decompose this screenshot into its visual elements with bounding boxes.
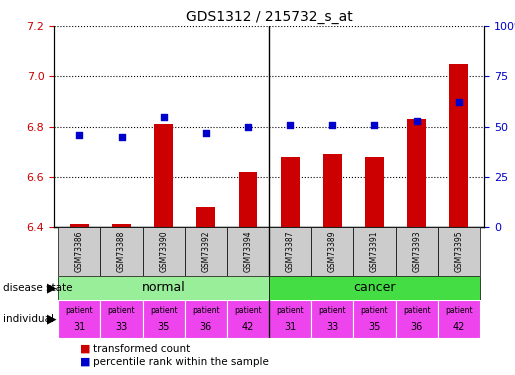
Text: ■: ■ xyxy=(80,344,90,354)
FancyBboxPatch shape xyxy=(269,300,311,338)
Text: patient: patient xyxy=(360,306,388,315)
Text: 33: 33 xyxy=(115,322,128,332)
Text: cancer: cancer xyxy=(353,281,396,294)
Text: 35: 35 xyxy=(368,322,381,332)
Text: transformed count: transformed count xyxy=(93,344,190,354)
Text: ▶: ▶ xyxy=(47,312,57,325)
FancyBboxPatch shape xyxy=(396,227,438,276)
Point xyxy=(117,134,126,140)
Text: patient: patient xyxy=(277,306,304,315)
Bar xyxy=(323,154,342,227)
Text: patient: patient xyxy=(445,306,473,315)
Text: GSM73388: GSM73388 xyxy=(117,231,126,272)
FancyBboxPatch shape xyxy=(438,227,480,276)
Text: GSM73392: GSM73392 xyxy=(201,231,210,272)
Text: GSM73395: GSM73395 xyxy=(454,230,464,272)
Text: 31: 31 xyxy=(284,322,296,332)
FancyBboxPatch shape xyxy=(143,227,185,276)
FancyBboxPatch shape xyxy=(353,300,396,338)
Bar xyxy=(449,64,468,227)
Text: GSM73390: GSM73390 xyxy=(159,230,168,272)
Text: 33: 33 xyxy=(326,322,338,332)
Text: GSM73393: GSM73393 xyxy=(412,230,421,272)
Text: GSM73387: GSM73387 xyxy=(286,231,295,272)
Text: disease state: disease state xyxy=(3,283,72,293)
Point xyxy=(286,122,294,128)
Text: 42: 42 xyxy=(453,322,465,332)
FancyBboxPatch shape xyxy=(143,300,185,338)
FancyBboxPatch shape xyxy=(58,276,269,300)
Point xyxy=(370,122,379,128)
Point xyxy=(202,130,210,136)
Text: ■: ■ xyxy=(80,357,90,367)
Bar xyxy=(196,207,215,227)
FancyBboxPatch shape xyxy=(185,300,227,338)
Text: GSM73386: GSM73386 xyxy=(75,231,84,272)
Text: percentile rank within the sample: percentile rank within the sample xyxy=(93,357,269,367)
Bar xyxy=(112,224,131,227)
Point xyxy=(413,117,421,123)
FancyBboxPatch shape xyxy=(100,227,143,276)
FancyBboxPatch shape xyxy=(353,227,396,276)
Text: 36: 36 xyxy=(200,322,212,332)
FancyBboxPatch shape xyxy=(227,300,269,338)
FancyBboxPatch shape xyxy=(58,227,100,276)
Point xyxy=(455,99,463,105)
Text: patient: patient xyxy=(108,306,135,315)
FancyBboxPatch shape xyxy=(438,300,480,338)
FancyBboxPatch shape xyxy=(396,300,438,338)
FancyBboxPatch shape xyxy=(227,227,269,276)
Text: normal: normal xyxy=(142,281,185,294)
FancyBboxPatch shape xyxy=(269,276,480,300)
Bar xyxy=(281,157,300,227)
Bar xyxy=(70,224,89,227)
Text: patient: patient xyxy=(318,306,346,315)
FancyBboxPatch shape xyxy=(269,227,311,276)
Point xyxy=(328,122,336,128)
FancyBboxPatch shape xyxy=(58,300,100,338)
FancyBboxPatch shape xyxy=(311,300,353,338)
Text: ▶: ▶ xyxy=(47,282,57,294)
Text: patient: patient xyxy=(65,306,93,315)
FancyBboxPatch shape xyxy=(100,300,143,338)
Text: patient: patient xyxy=(150,306,178,315)
Text: patient: patient xyxy=(234,306,262,315)
FancyBboxPatch shape xyxy=(185,227,227,276)
Bar xyxy=(365,157,384,227)
Text: GSM73394: GSM73394 xyxy=(244,230,252,272)
Bar xyxy=(407,119,426,227)
FancyBboxPatch shape xyxy=(311,227,353,276)
Text: 42: 42 xyxy=(242,322,254,332)
Point xyxy=(160,114,168,120)
Text: GSM73389: GSM73389 xyxy=(328,231,337,272)
Text: patient: patient xyxy=(192,306,220,315)
Text: 35: 35 xyxy=(158,322,170,332)
Bar xyxy=(238,172,258,227)
Text: patient: patient xyxy=(403,306,431,315)
Text: GSM73391: GSM73391 xyxy=(370,231,379,272)
Text: 31: 31 xyxy=(73,322,85,332)
Text: individual: individual xyxy=(3,314,54,324)
Point xyxy=(244,124,252,130)
Text: 36: 36 xyxy=(410,322,423,332)
Bar xyxy=(154,124,173,227)
Point xyxy=(75,132,83,138)
Title: GDS1312 / 215732_s_at: GDS1312 / 215732_s_at xyxy=(186,10,352,24)
